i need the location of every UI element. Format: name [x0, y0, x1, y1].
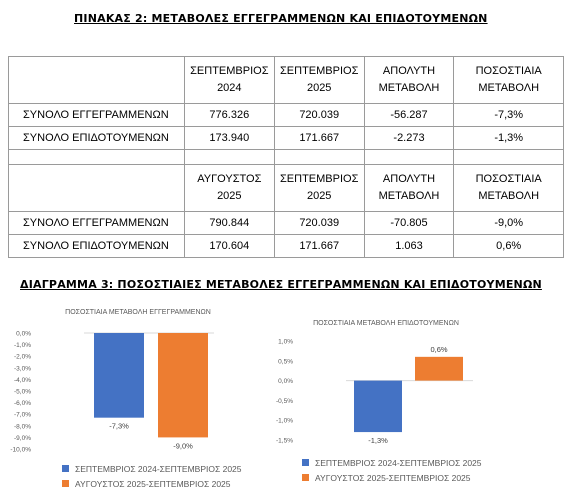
legend-swatch — [302, 459, 309, 466]
y-tick-label: -8,0% — [14, 423, 31, 430]
table-cell: 790.844 — [183, 211, 275, 235]
data-label: -7,3% — [109, 422, 129, 431]
data-label: 0,6% — [430, 345, 447, 354]
data-label: -1,3% — [368, 436, 388, 445]
y-tick-label: -4,0% — [14, 377, 31, 384]
table-cell: -2.273 — [363, 126, 455, 150]
table-cell: -9,0% — [453, 211, 564, 235]
y-tick-label: -0,5% — [276, 398, 293, 405]
y-tick-label: -3,0% — [14, 365, 31, 372]
table1-header-cell: ΣΕΠΤΕΜΒΡΙΟΣ 2024 — [183, 56, 275, 104]
chart-title: ΠΟΣΟΣΤΙΑΙΑ ΜΕΤΑΒΟΛΗ ΕΓΓΕΓΡΑΜΜΕΝΩΝ — [65, 309, 211, 316]
legend-label: ΣΕΠΤΕΜΒΡΙΟΣ 2024-ΣΕΠΤΕΜΒΡΙΟΣ 2025 — [315, 457, 482, 468]
y-tick-label: 1,0% — [278, 339, 293, 346]
diagram-title: ΔΙΑΓΡΑΜΜΑ 3: ΠΟΣΟΣΤΙΑΙΕΣ ΜΕΤΑΒΟΛΕΣ ΕΓΓΕΓ… — [20, 278, 542, 291]
table1-corner-cell — [8, 56, 185, 104]
bar — [354, 380, 402, 433]
chart-registered: ΠΟΣΟΣΤΙΑΙΑ ΜΕΤΑΒΟΛΗ ΕΓΓΕΓΡΑΜΜΕΝΩΝ 0,0% -1,… — [10, 309, 214, 454]
y-tick-label: -1,5% — [276, 438, 293, 445]
table-row: ΣΥΝΟΛΟ ΕΓΓΕΓΡΑΜΜΕΝΩΝ 776.326 720.039 -56… — [8, 103, 564, 127]
y-tick-label: -1,0% — [276, 418, 293, 425]
legend-item: ΣΕΠΤΕΜΒΡΙΟΣ 2024-ΣΕΠΤΕΜΒΡΙΟΣ 2025 — [302, 455, 482, 470]
table-spacer-row — [8, 149, 564, 165]
table-cell: 170.604 — [183, 234, 275, 258]
legend-label: ΣΕΠΤΕΜΒΡΙΟΣ 2024-ΣΕΠΤΕΜΒΡΙΟΣ 2025 — [75, 463, 242, 474]
table2-header-cell: ΣΕΠΤΕΜΒΡΙΟΣ 2025 — [273, 164, 365, 212]
bar — [94, 333, 144, 418]
table-cell: -7,3% — [453, 103, 564, 127]
table-cell: -70.805 — [363, 211, 455, 235]
table-cell: -1,3% — [453, 126, 564, 150]
bar — [415, 356, 463, 381]
row-label: ΣΥΝΟΛΟ ΕΓΓΕΓΡΑΜΜΕΝΩΝ — [8, 103, 185, 127]
table2-header-cell: ΠΟΣΟΣΤΙΑΙΑ ΜΕΤΑΒΟΛΗ — [453, 164, 564, 212]
y-tick-label: -1,0% — [14, 342, 31, 349]
table-row: ΣΥΝΟΛΟ ΕΠΙΔΟΤΟΥΜΕΝΩΝ 170.604 171.667 1.0… — [8, 234, 564, 258]
table-cell: -56.287 — [363, 103, 455, 127]
y-tick-label: 0,0% — [278, 378, 293, 385]
table2-header-cell: ΑΠΟΛΥΤΗ ΜΕΤΑΒΟΛΗ — [363, 164, 455, 212]
table2-header-row: ΑΥΓΟΥΣΤΟΣ 2025 ΣΕΠΤΕΜΒΡΙΟΣ 2025 ΑΠΟΛΥΤΗ … — [8, 164, 564, 212]
y-tick-label: -9,0% — [14, 435, 31, 442]
chart-registered-legend: ΣΕΠΤΕΜΒΡΙΟΣ 2024-ΣΕΠΤΕΜΒΡΙΟΣ 2025 ΑΥΓΟΥΣ… — [62, 461, 242, 491]
y-tick-label: 0,0% — [16, 331, 31, 338]
data-label: -9,0% — [173, 441, 193, 450]
table-row: ΣΥΝΟΛΟ ΕΠΙΔΟΤΟΥΜΕΝΩΝ 173.940 171.667 -2.… — [8, 126, 564, 150]
table1-header-cell: ΑΠΟΛΥΤΗ ΜΕΤΑΒΟΛΗ — [363, 56, 455, 104]
changes-table: ΣΕΠΤΕΜΒΡΙΟΣ 2024 ΣΕΠΤΕΜΒΡΙΟΣ 2025 ΑΠΟΛΥΤ… — [8, 56, 564, 258]
legend-label: ΑΥΓΟΥΣΤΟΣ 2025-ΣΕΠΤΕΜΒΡΙΟΣ 2025 — [75, 478, 231, 489]
row-label: ΣΥΝΟΛΟ ΕΠΙΔΟΤΟΥΜΕΝΩΝ — [8, 234, 185, 258]
table-row: ΣΥΝΟΛΟ ΕΓΓΕΓΡΑΜΜΕΝΩΝ 790.844 720.039 -70… — [8, 211, 564, 235]
legend-swatch — [62, 480, 69, 487]
y-tick-label: 0,5% — [278, 358, 293, 365]
y-tick-label: -2,0% — [14, 354, 31, 361]
table-title: ΠΙΝΑΚΑΣ 2: ΜΕΤΑΒΟΛΕΣ ΕΓΓΕΓΡΑΜΜΕΝΩΝ ΚΑΙ Ε… — [74, 12, 488, 25]
table-cell: 171.667 — [273, 234, 365, 258]
legend-item: ΑΥΓΟΥΣΤΟΣ 2025-ΣΕΠΤΕΜΒΡΙΟΣ 2025 — [302, 470, 482, 485]
legend-swatch — [62, 465, 69, 472]
legend-label: ΑΥΓΟΥΣΤΟΣ 2025-ΣΕΠΤΕΜΒΡΙΟΣ 2025 — [315, 472, 471, 483]
table-cell: 1.063 — [363, 234, 455, 258]
y-tick-label: -6,0% — [14, 400, 31, 407]
legend-item: ΣΕΠΤΕΜΒΡΙΟΣ 2024-ΣΕΠΤΕΜΒΡΙΟΣ 2025 — [62, 461, 242, 476]
table2-corner-cell — [8, 164, 185, 212]
table1-header-cell: ΣΕΠΤΕΜΒΡΙΟΣ 2025 — [273, 56, 365, 104]
legend-item: ΑΥΓΟΥΣΤΟΣ 2025-ΣΕΠΤΕΜΒΡΙΟΣ 2025 — [62, 476, 242, 491]
y-tick-label: -5,0% — [14, 389, 31, 396]
table-cell: 173.940 — [183, 126, 275, 150]
table-cell: 171.667 — [273, 126, 365, 150]
table1-header-row: ΣΕΠΤΕΜΒΡΙΟΣ 2024 ΣΕΠΤΕΜΒΡΙΟΣ 2025 ΑΠΟΛΥΤ… — [8, 56, 564, 104]
table1-header-cell: ΠΟΣΟΣΤΙΑΙΑ ΜΕΤΑΒΟΛΗ — [453, 56, 564, 104]
row-label: ΣΥΝΟΛΟ ΕΓΓΕΓΡΑΜΜΕΝΩΝ — [8, 211, 185, 235]
row-label: ΣΥΝΟΛΟ ΕΠΙΔΟΤΟΥΜΕΝΩΝ — [8, 126, 185, 150]
chart-subsidized-legend: ΣΕΠΤΕΜΒΡΙΟΣ 2024-ΣΕΠΤΕΜΒΡΙΟΣ 2025 ΑΥΓΟΥΣ… — [302, 455, 482, 485]
bar — [158, 333, 208, 438]
y-tick-label: -7,0% — [14, 412, 31, 419]
table2-header-cell: ΑΥΓΟΥΣΤΟΣ 2025 — [183, 164, 275, 212]
chart-title: ΠΟΣΟΣΤΙΑΙΑ ΜΕΤΑΒΟΛΗ ΕΠΙΔΟΤΟΥΜΕΝΩΝ — [313, 320, 459, 327]
table-cell: 0,6% — [453, 234, 564, 258]
legend-swatch — [302, 474, 309, 481]
chart-subsidized: ΠΟΣΟΣΤΙΑΙΑ ΜΕΤΑΒΟΛΗ ΕΠΙΔΟΤΟΥΜΕΝΩΝ 1,0% 0,5… — [276, 320, 473, 445]
table-cell: 720.039 — [273, 211, 365, 235]
table-cell: 720.039 — [273, 103, 365, 127]
table-cell: 776.326 — [183, 103, 275, 127]
y-tick-label: -10,0% — [10, 447, 31, 454]
